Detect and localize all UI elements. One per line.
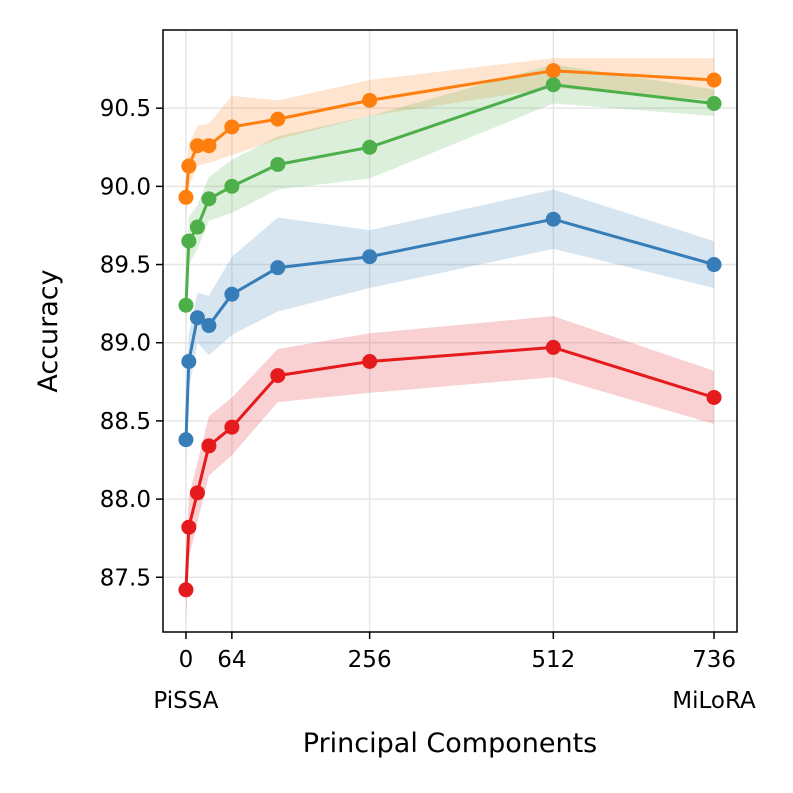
y-tick-label: 90.0: [100, 174, 151, 200]
band-blue: [186, 189, 714, 468]
x-tick-label: 256: [348, 647, 392, 673]
point-orange: [224, 119, 240, 135]
point-blue: [189, 310, 205, 326]
point-green: [706, 95, 722, 111]
band-orange: [186, 58, 714, 218]
point-blue: [270, 260, 286, 276]
point-green: [181, 233, 197, 249]
point-blue: [224, 286, 240, 302]
point-red: [545, 339, 561, 355]
confidence-bands: [186, 58, 714, 622]
point-orange: [201, 138, 217, 154]
y-tick-label: 89.0: [100, 331, 151, 357]
x-tick-label: 0: [179, 647, 194, 673]
x-tick-label: 736: [692, 647, 736, 673]
point-orange: [189, 138, 205, 154]
point-blue: [181, 353, 197, 369]
point-orange: [362, 92, 378, 108]
point-blue: [545, 211, 561, 227]
point-red: [362, 353, 378, 369]
point-orange: [545, 63, 561, 79]
x-annotation-label: MiLoRA: [672, 688, 756, 714]
point-green: [545, 77, 561, 93]
y-axis-label: Accuracy: [33, 269, 64, 392]
y-tick-label: 87.5: [100, 565, 151, 591]
x-tick-label: 512: [531, 647, 575, 673]
point-red: [178, 582, 194, 598]
point-blue: [178, 432, 194, 448]
point-green: [201, 191, 217, 207]
series-markers: [178, 63, 722, 598]
axes: 87.5 88.0 88.5 89.0 89.5 90.0 90.5 0 64 256 512 736…: [100, 96, 756, 714]
y-tick-label: 90.5: [100, 96, 151, 122]
x-annotation-label: PiSSA: [153, 688, 218, 714]
point-green: [178, 297, 194, 313]
plot-frame: [162, 29, 738, 633]
band-red: [186, 316, 714, 622]
point-red: [706, 389, 722, 405]
point-blue: [201, 318, 217, 334]
point-green: [270, 156, 286, 172]
point-orange: [706, 72, 722, 88]
point-orange: [270, 111, 286, 127]
point-red: [189, 485, 205, 501]
y-tick-label: 89.5: [100, 253, 151, 279]
point-orange: [181, 158, 197, 174]
y-tick-label: 88.5: [100, 409, 151, 435]
point-blue: [706, 257, 722, 273]
point-red: [224, 419, 240, 435]
x-tick-label: 64: [217, 647, 246, 673]
point-green: [189, 219, 205, 235]
point-red: [201, 438, 217, 454]
x-axis-label: Principal Components: [303, 728, 597, 759]
point-green: [362, 139, 378, 155]
point-blue: [362, 249, 378, 265]
band-green: [186, 64, 714, 328]
point-red: [270, 368, 286, 384]
point-green: [224, 178, 240, 194]
point-orange: [178, 189, 194, 205]
point-red: [181, 519, 197, 535]
y-tick-label: 88.0: [100, 487, 151, 513]
grid-lines: [163, 30, 737, 632]
